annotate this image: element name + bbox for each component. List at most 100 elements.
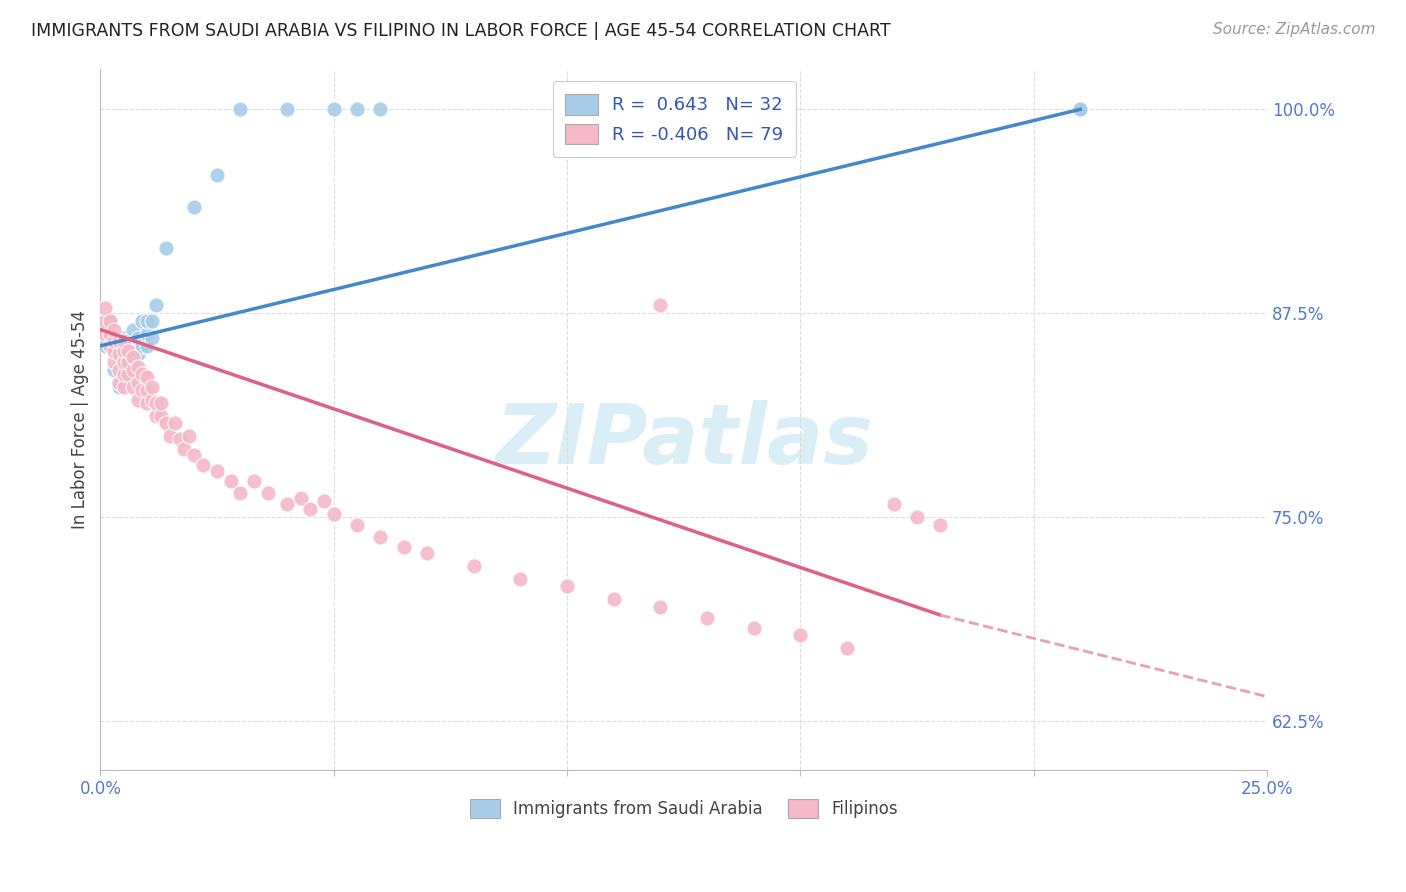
Point <box>94 339 117 353</box>
Point <box>112 347 135 361</box>
Point <box>94 314 117 328</box>
Point <box>112 367 135 381</box>
Point <box>136 339 159 353</box>
Point <box>929 518 952 533</box>
Point <box>509 572 531 586</box>
Point <box>127 376 149 391</box>
Point <box>112 379 135 393</box>
Point <box>131 339 153 353</box>
Point <box>191 458 214 472</box>
Point <box>117 355 139 369</box>
Point <box>122 363 145 377</box>
Point <box>789 627 811 641</box>
Point <box>112 334 135 348</box>
Point <box>183 448 205 462</box>
Point <box>141 379 163 393</box>
Point <box>141 392 163 407</box>
Point <box>127 392 149 407</box>
Point <box>257 485 280 500</box>
Point <box>835 640 858 655</box>
Point <box>136 383 159 397</box>
Point <box>155 416 177 430</box>
Point <box>290 491 312 505</box>
Point <box>108 363 131 377</box>
Point <box>108 379 131 393</box>
Point <box>229 485 252 500</box>
Point <box>346 103 368 117</box>
Point <box>103 331 125 345</box>
Point <box>122 322 145 336</box>
Point <box>145 298 167 312</box>
Point <box>555 579 578 593</box>
Point <box>117 363 139 377</box>
Point <box>103 355 125 369</box>
Point <box>131 383 153 397</box>
Point <box>108 334 131 348</box>
Point <box>392 540 415 554</box>
Point <box>141 314 163 328</box>
Point <box>122 355 145 369</box>
Point <box>177 428 200 442</box>
Point <box>205 168 228 182</box>
Point <box>155 241 177 255</box>
Point <box>276 103 298 117</box>
Text: ZIPatlas: ZIPatlas <box>495 400 873 481</box>
Point <box>883 497 905 511</box>
Point <box>163 416 186 430</box>
Point <box>117 367 139 381</box>
Point <box>1069 103 1091 117</box>
Point <box>150 396 173 410</box>
Point <box>696 611 718 625</box>
Point <box>103 363 125 377</box>
Point <box>98 327 121 342</box>
Point <box>127 359 149 374</box>
Point <box>463 559 485 574</box>
Point <box>150 409 173 423</box>
Y-axis label: In Labor Force | Age 45-54: In Labor Force | Age 45-54 <box>72 310 89 529</box>
Point <box>122 379 145 393</box>
Point <box>205 465 228 479</box>
Point <box>141 331 163 345</box>
Point <box>169 432 191 446</box>
Text: Source: ZipAtlas.com: Source: ZipAtlas.com <box>1212 22 1375 37</box>
Point <box>117 339 139 353</box>
Point <box>299 502 322 516</box>
Point <box>368 103 391 117</box>
Point <box>103 343 125 358</box>
Point <box>127 347 149 361</box>
Point <box>322 103 344 117</box>
Point <box>112 343 135 358</box>
Point <box>117 343 139 358</box>
Point <box>229 103 252 117</box>
Point <box>276 497 298 511</box>
Point <box>322 507 344 521</box>
Point <box>136 314 159 328</box>
Point <box>243 475 266 489</box>
Point <box>122 339 145 353</box>
Point <box>650 298 672 312</box>
Point <box>108 376 131 391</box>
Point <box>173 442 195 456</box>
Point <box>742 621 765 635</box>
Point <box>136 369 159 384</box>
Point <box>1069 103 1091 117</box>
Point <box>136 327 159 342</box>
Point <box>159 428 181 442</box>
Point <box>346 518 368 533</box>
Legend: Immigrants from Saudi Arabia, Filipinos: Immigrants from Saudi Arabia, Filipinos <box>463 792 904 825</box>
Point <box>94 327 117 342</box>
Point <box>98 314 121 328</box>
Point <box>602 591 624 606</box>
Point <box>314 493 336 508</box>
Point <box>183 200 205 214</box>
Point <box>98 314 121 328</box>
Point <box>368 530 391 544</box>
Point <box>131 367 153 381</box>
Point <box>112 331 135 345</box>
Point <box>108 347 131 361</box>
Point <box>103 322 125 336</box>
Text: IMMIGRANTS FROM SAUDI ARABIA VS FILIPINO IN LABOR FORCE | AGE 45-54 CORRELATION : IMMIGRANTS FROM SAUDI ARABIA VS FILIPINO… <box>31 22 890 40</box>
Point <box>145 409 167 423</box>
Point <box>650 599 672 614</box>
Point <box>219 475 242 489</box>
